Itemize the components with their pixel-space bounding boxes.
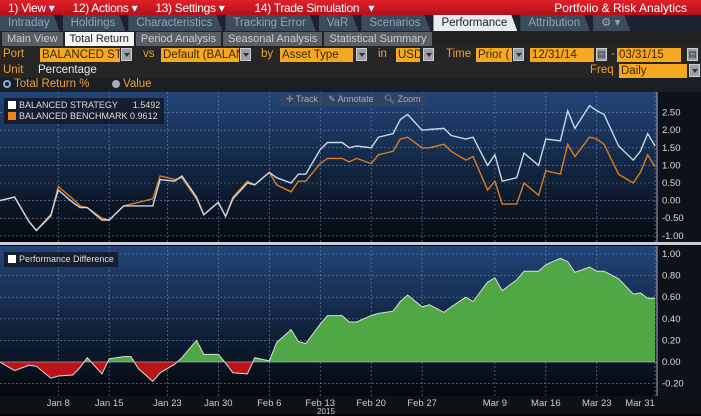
y-tick-label: 0.40	[662, 314, 681, 325]
subtab-total-return[interactable]: Total Return	[64, 32, 134, 46]
subtab-main-view[interactable]: Main View	[2, 32, 63, 46]
tab-var[interactable]: VaR	[319, 15, 359, 31]
grouping-dropdown-icon[interactable]	[356, 48, 367, 61]
x-tick-label: Jan 23	[153, 398, 182, 409]
difference-line	[0, 257, 655, 383]
main-tabs: Intraday Holdings Characteristics Tracki…	[0, 15, 701, 31]
x-tick-label: Mar 16	[531, 398, 561, 409]
radio-total-return[interactable]	[3, 80, 11, 88]
y-tick-label: 0.00	[662, 357, 681, 368]
currency-select[interactable]: USD	[396, 48, 420, 62]
y-axis-panel	[657, 92, 701, 245]
menu-settings[interactable]: 13) Settings ▾	[155, 0, 225, 15]
year-label: 2015	[317, 407, 335, 416]
tab-attribution[interactable]: Attribution	[520, 15, 590, 31]
legend-strategy[interactable]: BALANCED STRATEGY 1.5492	[8, 100, 160, 111]
x-axis-bar	[0, 396, 701, 414]
menu-bar: 1) View ▾ 12) Actions ▾ 13) Settings ▾ 1…	[0, 0, 701, 15]
start-date-field[interactable]: 12/31/14	[530, 48, 594, 62]
chart-splitter	[0, 242, 701, 245]
tab-intraday[interactable]: Intraday	[0, 15, 60, 31]
currency-dropdown-icon[interactable]	[423, 48, 434, 61]
in-label: in	[378, 48, 387, 60]
end-date-field[interactable]: 03/31/15	[617, 48, 681, 62]
gear-icon[interactable]: ⚙ ▾	[593, 15, 630, 31]
annotate-button[interactable]: ✎ Annotate	[328, 94, 374, 104]
chart-toolbar: ✛ Track ✎ Annotate 🔍︎ Zoom	[280, 93, 427, 106]
subtab-period-analysis[interactable]: Period Analysis	[135, 32, 222, 46]
radio-value[interactable]	[112, 80, 120, 88]
y-tick-label: 1.50	[662, 143, 681, 154]
y-tick-label: 2.50	[662, 108, 681, 119]
port-dropdown-icon[interactable]	[121, 48, 132, 61]
tab-tracking-error[interactable]: Tracking Error	[225, 15, 315, 31]
menu-view[interactable]: 1) View ▾	[8, 0, 55, 15]
port-select[interactable]: BALANCED STRA	[40, 48, 120, 62]
value-label: Value	[123, 78, 152, 90]
x-tick-label: Feb 13	[305, 398, 336, 409]
subtab-seasonal-analysis[interactable]: Seasonal Analysis	[223, 32, 323, 46]
tab-scenarios[interactable]: Scenarios	[361, 15, 430, 31]
y-tick-label: 0.60	[662, 292, 681, 303]
y-tick-label: 0.20	[662, 335, 681, 346]
date-separator: -	[611, 48, 615, 60]
display-mode-radios: Total Return % Value	[0, 78, 701, 92]
tab-holdings[interactable]: Holdings	[63, 15, 126, 31]
chart-legend: BALANCED STRATEGY 1.5492 BALANCED BENCHM…	[4, 98, 165, 124]
x-tick-label: Feb 27	[407, 398, 437, 409]
unit-value: Percentage	[38, 64, 97, 76]
by-label: by	[261, 48, 274, 60]
subtab-statistical-summary[interactable]: Statistical Summary	[324, 32, 432, 46]
x-tick-label: Jan 8	[46, 398, 70, 409]
parameters-panel: Port BALANCED STRA vs Default (BALAN by …	[0, 46, 701, 78]
freq-label: Freq	[590, 64, 614, 76]
x-tick-label: Mar 9	[482, 398, 508, 409]
zoom-button[interactable]: 🔍︎ Zoom	[383, 94, 421, 104]
calendar-icon[interactable]: ▤	[687, 48, 698, 61]
legend-benchmark[interactable]: BALANCED BENCHMARK 0.9612	[8, 111, 160, 122]
y-tick-label: 0.80	[662, 271, 681, 282]
frequency-dropdown-icon[interactable]	[689, 64, 700, 77]
tab-performance[interactable]: Performance	[433, 15, 517, 31]
grouping-select[interactable]: Asset Type	[280, 48, 353, 62]
x-tick-label: Jan 15	[94, 398, 124, 409]
x-tick-label: Jan 30	[204, 398, 233, 409]
time-dropdown-icon[interactable]	[513, 48, 524, 61]
port-label: Port	[3, 48, 25, 60]
y-tick-label: 2.00	[662, 125, 681, 136]
vs-label: vs	[143, 48, 155, 60]
y-tick-label: 1.00	[662, 249, 681, 260]
performance-difference-chart[interactable]: 1.00 0.80 0.60 0.40 0.20 0.00 -0.20	[0, 246, 701, 396]
y-tick-label: -0.50	[662, 213, 684, 224]
calendar-icon[interactable]: ▤	[596, 48, 607, 61]
menu-trade-simulation[interactable]: 14) Trade Simulation ▾	[254, 0, 375, 15]
time-label: Time	[446, 48, 472, 60]
y-tick-label: 0.50	[662, 178, 681, 189]
frequency-select[interactable]: Daily	[619, 64, 687, 78]
y-tick-label: -1.00	[662, 231, 684, 242]
strategy-line	[0, 104, 656, 232]
app-title: Portfolio & Risk Analytics	[554, 1, 687, 15]
time-select[interactable]: Prior (	[476, 48, 512, 62]
negative-area	[0, 362, 655, 382]
x-tick-label: Feb 20	[356, 398, 386, 409]
unit-label: Unit	[3, 64, 24, 76]
benchmark-dropdown-icon[interactable]	[240, 48, 251, 61]
total-return-chart[interactable]: 2.50 2.00 1.50 1.00 0.50 0.00 -0.50 -1.00	[0, 92, 701, 245]
y-tick-label: -0.20	[662, 379, 684, 390]
y-tick-label: 1.00	[662, 160, 681, 171]
track-button[interactable]: ✛ Track	[286, 94, 319, 104]
difference-legend[interactable]: Performance Difference	[4, 252, 118, 267]
benchmark-select[interactable]: Default (BALAN	[161, 48, 239, 62]
x-tick-label: Mar 23	[581, 398, 612, 409]
total-return-label: Total Return %	[14, 78, 90, 90]
positive-area	[0, 258, 655, 362]
y-tick-label: 0.00	[662, 196, 681, 207]
tab-characteristics[interactable]: Characteristics	[128, 15, 222, 31]
x-tick-label: Mar 31	[625, 398, 655, 409]
sub-tabs: Main View Total Return Period Analysis S…	[0, 31, 701, 46]
y-axis-panel	[657, 246, 701, 396]
menu-actions[interactable]: 12) Actions ▾	[72, 0, 138, 15]
x-tick-label: Feb 6	[257, 398, 282, 409]
